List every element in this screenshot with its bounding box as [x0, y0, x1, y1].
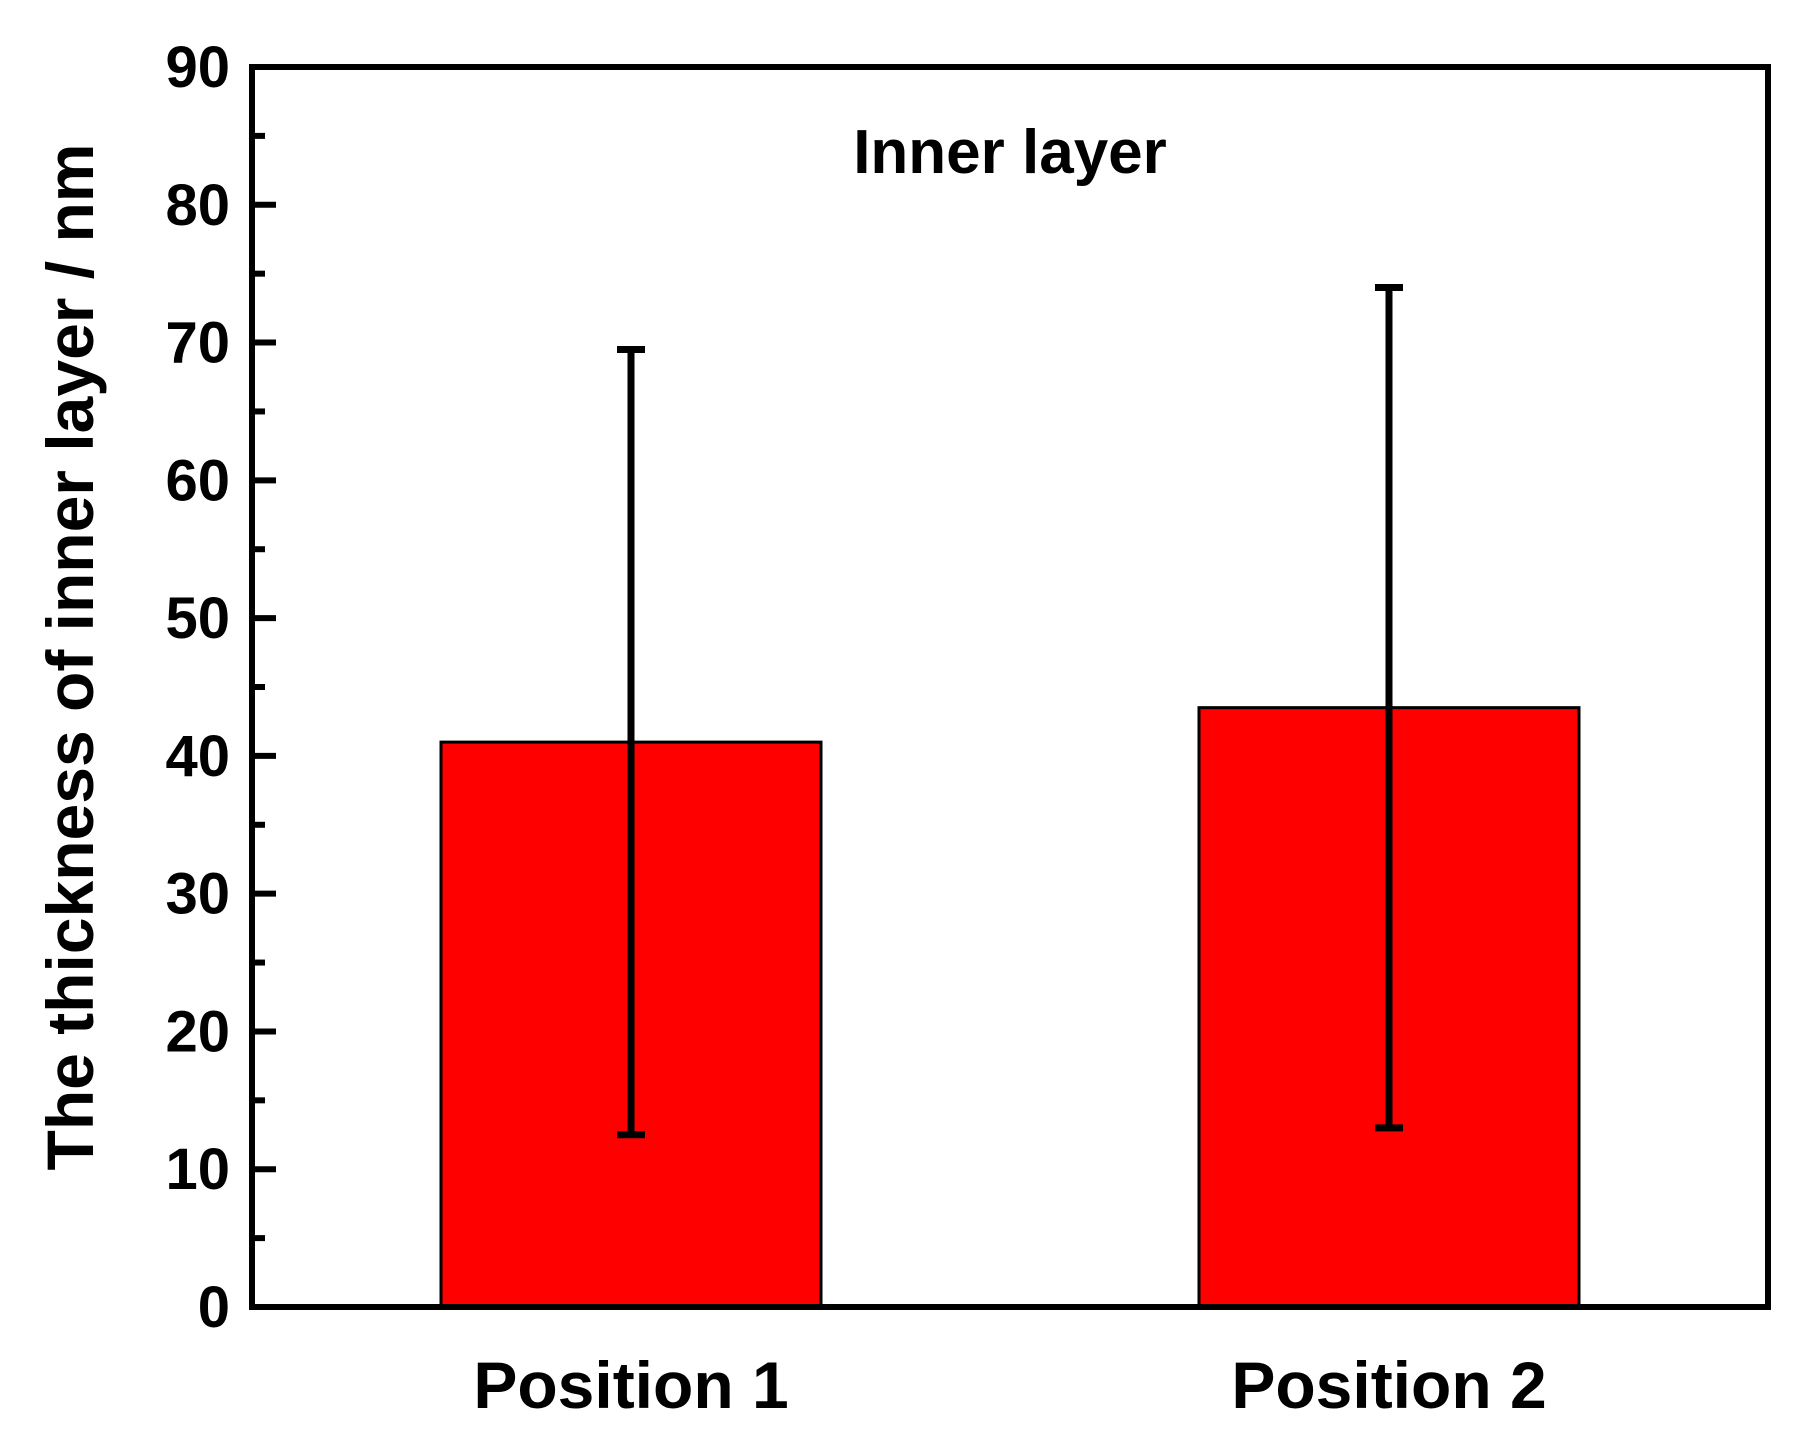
y-tick-label: 20 — [165, 999, 230, 1064]
inner-layer-annotation: Inner layer — [853, 118, 1167, 187]
x-category-label: Position 1 — [473, 1348, 788, 1422]
y-tick-label: 80 — [165, 173, 230, 238]
error-bars-group — [617, 283, 1403, 1139]
y-tick-label: 30 — [165, 862, 230, 927]
y-tick-label: 70 — [165, 311, 230, 376]
y-axis-title: The thickness of inner layer / nm — [33, 144, 107, 1171]
y-tick-label: 40 — [165, 724, 230, 789]
y-tick-label: 60 — [165, 448, 230, 513]
x-axis-labels: Position 1 Position 2 — [473, 1348, 1546, 1422]
y-tick-label: 50 — [165, 586, 230, 651]
y-axis-ticks: 0 10 20 30 40 50 60 70 80 90 — [165, 35, 276, 1340]
y-tick-label: 10 — [165, 1137, 230, 1202]
bars-group — [439, 706, 1581, 1309]
y-tick-label: 90 — [165, 35, 230, 100]
y-tick-label: 0 — [198, 1275, 230, 1340]
x-category-label: Position 2 — [1231, 1348, 1546, 1422]
